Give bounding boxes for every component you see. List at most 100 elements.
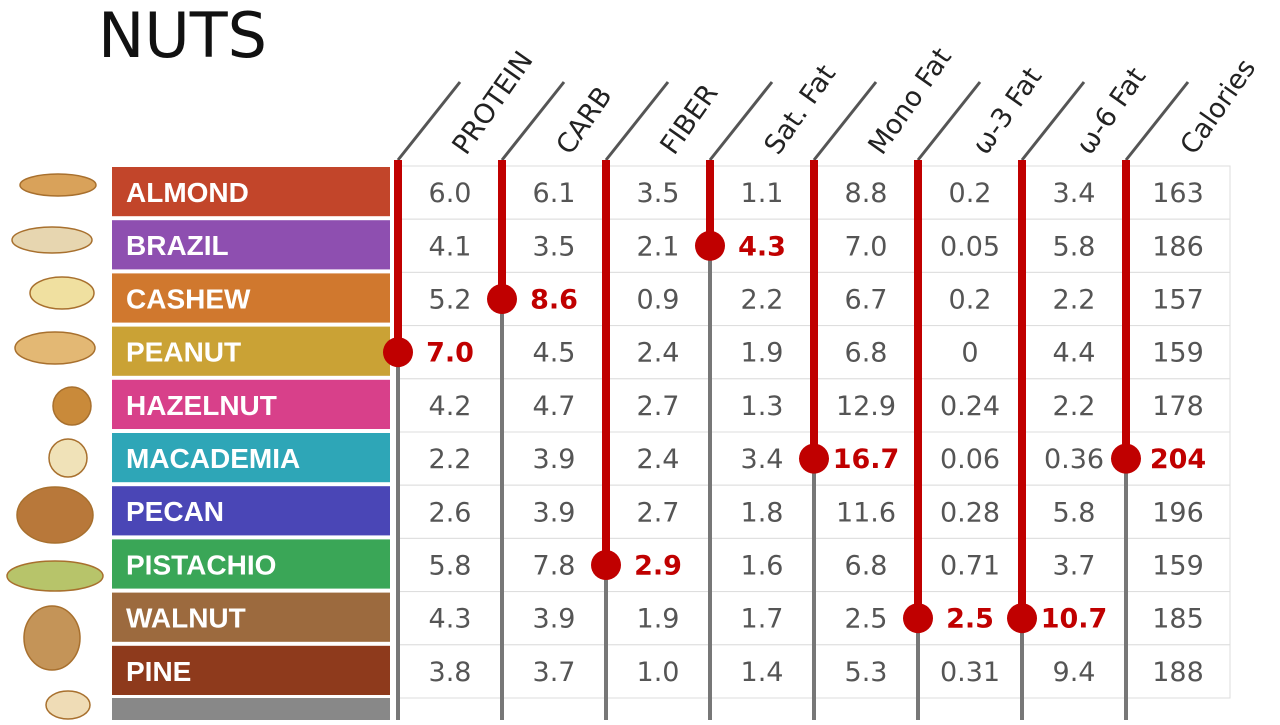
cell-value: 0.71 (940, 551, 1000, 582)
cell-value: 5.8 (1053, 231, 1096, 262)
cell (605, 431, 711, 486)
cell-value: 3.9 (533, 444, 576, 475)
column-header: FIBER (654, 79, 724, 161)
cell-value: 2.2 (1053, 285, 1096, 316)
cell (501, 218, 607, 273)
cell (501, 271, 607, 327)
cell-value: 3.4 (741, 444, 784, 475)
cell-value: 1.7 (741, 604, 784, 635)
cell (1021, 378, 1127, 433)
cell (1125, 537, 1231, 593)
row-label-box (112, 379, 390, 429)
cell (709, 484, 815, 539)
cell (709, 591, 815, 646)
cell-value: 2.5 (946, 604, 994, 635)
row-label-box (112, 645, 390, 695)
cell-value: 204 (1150, 444, 1206, 475)
column-header: Sat. Fat (758, 59, 842, 160)
cell-value: 3.5 (533, 231, 576, 262)
cell-value: 9.4 (1053, 657, 1096, 688)
header-divider (812, 81, 878, 161)
title: NUTS (98, 0, 267, 72)
cell-value: 2.6 (429, 497, 472, 528)
row-label-box (112, 486, 390, 536)
cell-value: 6.7 (845, 285, 888, 316)
cell (813, 644, 919, 699)
header-divider (604, 81, 670, 161)
header-divider (1020, 81, 1086, 161)
cell (1021, 271, 1127, 327)
cell-value: 3.9 (533, 604, 576, 635)
cell-value: 0.2 (949, 285, 992, 316)
cell-value: 2.1 (637, 231, 680, 262)
cell-value: 4.7 (533, 391, 576, 422)
header-divider (500, 81, 566, 161)
cell-value: 1.1 (741, 178, 784, 209)
row-label: PINE (126, 656, 191, 687)
cell-value: 178 (1152, 391, 1204, 422)
highlight-dot (695, 230, 725, 261)
cell-value: 10.7 (1041, 604, 1108, 635)
cell (813, 325, 919, 380)
highlight-dot (1111, 443, 1141, 474)
cell (1021, 484, 1127, 539)
cell-value: 1.0 (637, 657, 680, 688)
row-label-box (112, 433, 390, 483)
cell-value: 6.8 (845, 338, 888, 369)
cell-value: 2.4 (637, 444, 680, 475)
highlight-dot (799, 443, 829, 474)
cell-value: 157 (1152, 285, 1204, 316)
cell (605, 644, 711, 699)
cell (501, 165, 607, 220)
cell (397, 271, 503, 327)
cell-value: 159 (1152, 551, 1204, 582)
cell-value: 1.8 (741, 497, 784, 528)
cell (605, 271, 711, 327)
highlight-dot (383, 337, 413, 368)
cell-value: 3.4 (1053, 178, 1096, 209)
cell-value: 6.1 (533, 178, 576, 209)
cell (605, 165, 711, 220)
column-header: Calories (1174, 53, 1262, 160)
cell (917, 378, 1023, 433)
cell (501, 537, 607, 593)
cell-value: 16.7 (833, 444, 900, 475)
cell (397, 644, 503, 699)
highlight-dot (903, 603, 933, 634)
header-divider (916, 81, 982, 161)
cell (917, 591, 1023, 646)
cell-value: 0.24 (940, 391, 1000, 422)
cell-value: 3.5 (637, 178, 680, 209)
row-label: PISTACHIO (126, 549, 276, 580)
row-label-box (112, 539, 390, 589)
cell (1021, 644, 1127, 699)
cell-value: 4.2 (429, 391, 472, 422)
cell (397, 378, 503, 433)
column-header: Mono Fat (862, 42, 957, 160)
cell-value: 0 (961, 338, 978, 369)
cell-value: 1.6 (741, 551, 784, 582)
cell-value: 0.2 (949, 178, 992, 209)
cell-value: 7.0 (845, 231, 888, 262)
cell-value: 0.28 (940, 497, 1000, 528)
cell-value: 196 (1152, 497, 1204, 528)
header-divider (708, 81, 774, 161)
cell (1125, 484, 1231, 539)
row-label-box (112, 273, 390, 323)
cell-value: 3.9 (533, 497, 576, 528)
cell-value: 0.9 (637, 285, 680, 316)
row-label: ALMOND (126, 177, 249, 208)
cell-value: 1.9 (741, 338, 784, 369)
cell (1021, 591, 1127, 646)
cell (709, 644, 815, 699)
cell-value: 2.5 (845, 604, 888, 635)
cell-value: 0.31 (940, 657, 1000, 688)
cell (501, 431, 607, 486)
cell-value: 8.6 (530, 285, 578, 316)
cell-value: 4.5 (533, 338, 576, 369)
cell-value: 0.36 (1044, 444, 1104, 475)
cell-value: 2.4 (637, 338, 680, 369)
cell (1125, 378, 1231, 433)
cell-value: 0.05 (940, 231, 1000, 262)
